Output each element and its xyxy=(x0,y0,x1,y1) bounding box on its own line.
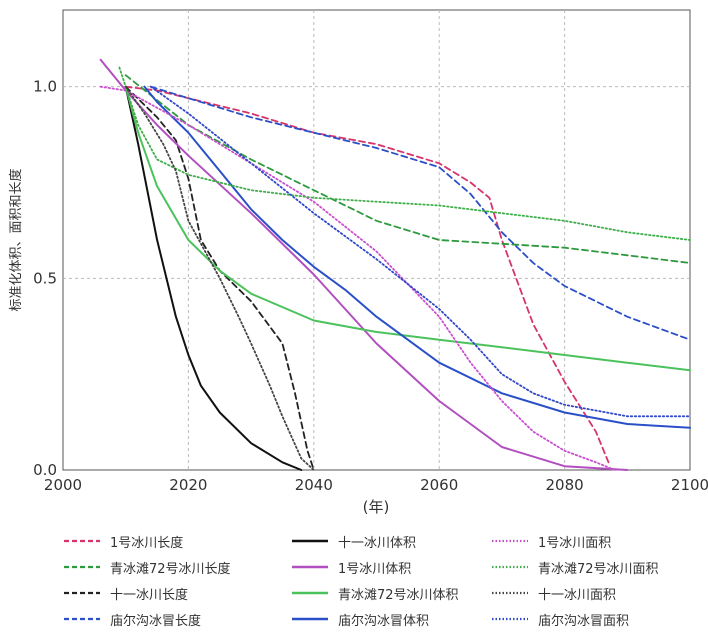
legend-line-sample xyxy=(492,539,528,543)
legend: 1号冰川长度 十一冰川体积 1号冰川面积 青冰滩72号冰川长度 1号冰川体积 青… xyxy=(0,530,708,639)
series-line xyxy=(99,85,616,471)
legend-line-sample xyxy=(64,617,100,621)
x-tick-label: 2080 xyxy=(546,476,584,494)
legend-label: 青冰滩72号冰川长度 xyxy=(110,561,231,577)
series-line xyxy=(143,85,691,429)
x-tick-label: 2060 xyxy=(420,476,458,494)
legend-item: 庙尔沟冰冒长度 xyxy=(62,608,201,630)
y-tick-label: 0.5 xyxy=(33,269,57,287)
legend-line-sample xyxy=(64,539,100,543)
y-tick-label: 1.0 xyxy=(33,78,57,96)
legend-line-sample xyxy=(292,591,328,595)
y-tick-label: 0.0 xyxy=(33,461,57,479)
legend-line-sample xyxy=(492,617,528,621)
x-tick-label: 2020 xyxy=(169,476,207,494)
legend-swatch xyxy=(290,562,330,572)
legend-label: 1号冰川面积 xyxy=(538,535,612,551)
series-line xyxy=(149,85,691,418)
x-tick-label: 2100 xyxy=(671,476,708,494)
legend-item: 1号冰川面积 xyxy=(490,530,611,552)
legend-item: 1号冰川体积 xyxy=(290,556,411,578)
series-layer xyxy=(99,58,691,471)
tick-layer: 2000 2020 2040 2060 2080 2100 0.0 0.5 1.0 xyxy=(33,78,708,494)
legend-item: 十一冰川面积 xyxy=(490,582,616,604)
x-tick-label: 2000 xyxy=(44,476,82,494)
legend-label: 1号冰川体积 xyxy=(338,561,412,577)
series-line xyxy=(124,85,303,471)
legend-item: 十一冰川体积 xyxy=(290,530,416,552)
legend-line-sample xyxy=(292,617,328,621)
legend-label: 庙尔沟冰冒面积 xyxy=(538,613,630,629)
series-line xyxy=(99,58,629,471)
x-axis-label: (年) xyxy=(363,498,390,516)
legend-label: 1号冰川长度 xyxy=(110,535,184,551)
legend-swatch xyxy=(490,536,530,546)
legend-label: 十一冰川体积 xyxy=(338,535,417,551)
legend-label: 庙尔沟冰冒体积 xyxy=(338,613,430,629)
legend-label: 十一冰川面积 xyxy=(538,587,617,603)
legend-line-sample xyxy=(492,591,528,595)
legend-item: 青冰滩72号冰川长度 xyxy=(62,556,231,578)
legend-line-sample xyxy=(64,565,100,569)
legend-swatch xyxy=(290,614,330,624)
series-line xyxy=(118,66,691,241)
x-tick-label: 2040 xyxy=(295,476,333,494)
legend-label: 庙尔沟冰冒长度 xyxy=(110,613,202,629)
series-line xyxy=(124,85,691,372)
legend-item: 庙尔沟冰冒面积 xyxy=(490,608,629,630)
legend-swatch xyxy=(490,588,530,598)
legend-item: 青冰滩72号冰川面积 xyxy=(490,556,659,578)
legend-item: 庙尔沟冰冒体积 xyxy=(290,608,429,630)
legend-line-sample xyxy=(292,539,328,543)
legend-swatch xyxy=(62,614,102,624)
legend-item: 青冰滩72号冰川体积 xyxy=(290,582,459,604)
legend-label: 青冰滩72号冰川体积 xyxy=(338,587,459,603)
legend-label: 十一冰川长度 xyxy=(110,587,189,603)
legend-swatch xyxy=(290,588,330,598)
legend-swatch xyxy=(62,588,102,598)
legend-swatch xyxy=(62,562,102,572)
legend-item: 1号冰川长度 xyxy=(62,530,183,552)
legend-line-sample xyxy=(292,565,328,569)
series-line xyxy=(124,74,691,264)
legend-swatch xyxy=(290,536,330,546)
legend-swatch xyxy=(490,562,530,572)
series-line xyxy=(124,85,315,471)
series-line xyxy=(149,85,691,341)
y-axis-label: 标准化体积、面积和长度 xyxy=(8,168,24,311)
legend-swatch xyxy=(62,536,102,546)
legend-label: 青冰滩72号冰川面积 xyxy=(538,561,659,577)
legend-line-sample xyxy=(492,565,528,569)
legend-item: 十一冰川长度 xyxy=(62,582,188,604)
legend-line-sample xyxy=(64,591,100,595)
legend-swatch xyxy=(490,614,530,624)
